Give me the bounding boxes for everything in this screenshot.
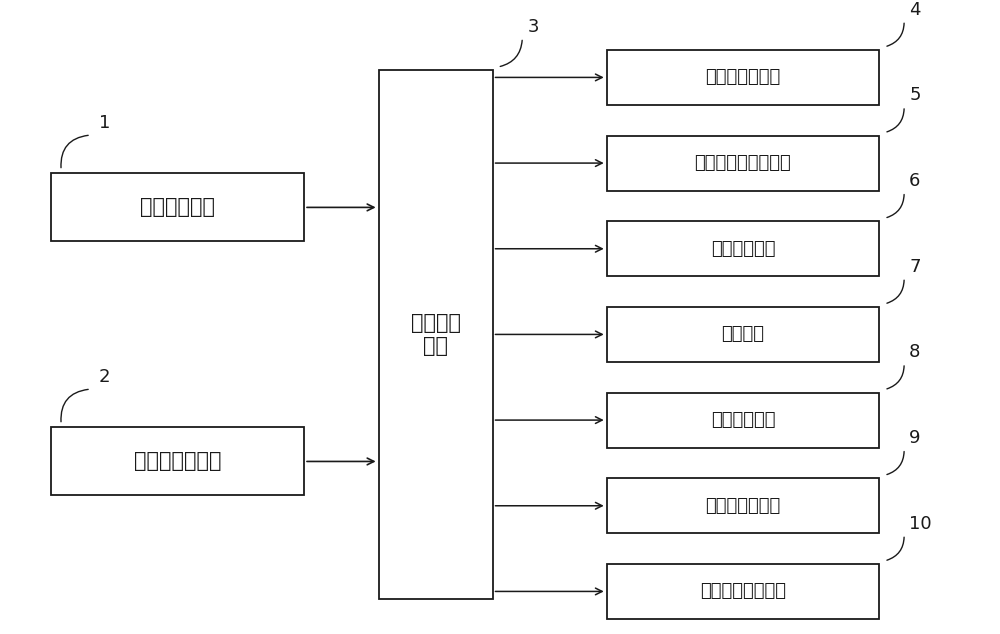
Bar [607, 221, 879, 276]
Text: 8: 8 [909, 343, 920, 361]
Text: 7: 7 [909, 257, 921, 276]
Bar [607, 478, 879, 533]
Text: 2: 2 [99, 368, 110, 386]
Text: 中央控制
模块: 中央控制 模块 [411, 313, 461, 356]
Bar [607, 307, 879, 362]
Text: 净化水再利用模块: 净化水再利用模块 [700, 583, 786, 600]
Text: 活性炭吸附模块: 活性炭吸附模块 [705, 68, 781, 86]
Text: 二次催化模块: 二次催化模块 [711, 411, 775, 429]
Text: 废水预处理模块: 废水预处理模块 [134, 451, 221, 472]
Bar [607, 392, 879, 448]
Bar [607, 136, 879, 191]
Bar [379, 70, 493, 599]
Text: 6: 6 [909, 172, 920, 190]
Text: 5: 5 [909, 86, 921, 105]
Text: 1: 1 [99, 114, 110, 132]
Text: 3: 3 [527, 18, 539, 36]
Text: 净化水检测模块: 净化水检测模块 [705, 497, 781, 515]
Text: 臭氧催化膜制备模块: 臭氧催化膜制备模块 [695, 154, 791, 172]
Text: 9: 9 [909, 429, 921, 447]
Text: 废水收集模块: 废水收集模块 [140, 197, 215, 217]
Text: 4: 4 [909, 1, 921, 18]
Bar [607, 564, 879, 619]
Text: 10: 10 [909, 515, 932, 533]
Text: 臭氧催化模块: 臭氧催化模块 [711, 240, 775, 258]
Bar [607, 50, 879, 105]
Text: 循环模块: 循环模块 [721, 325, 764, 344]
Bar [51, 174, 304, 242]
Bar [51, 427, 304, 495]
